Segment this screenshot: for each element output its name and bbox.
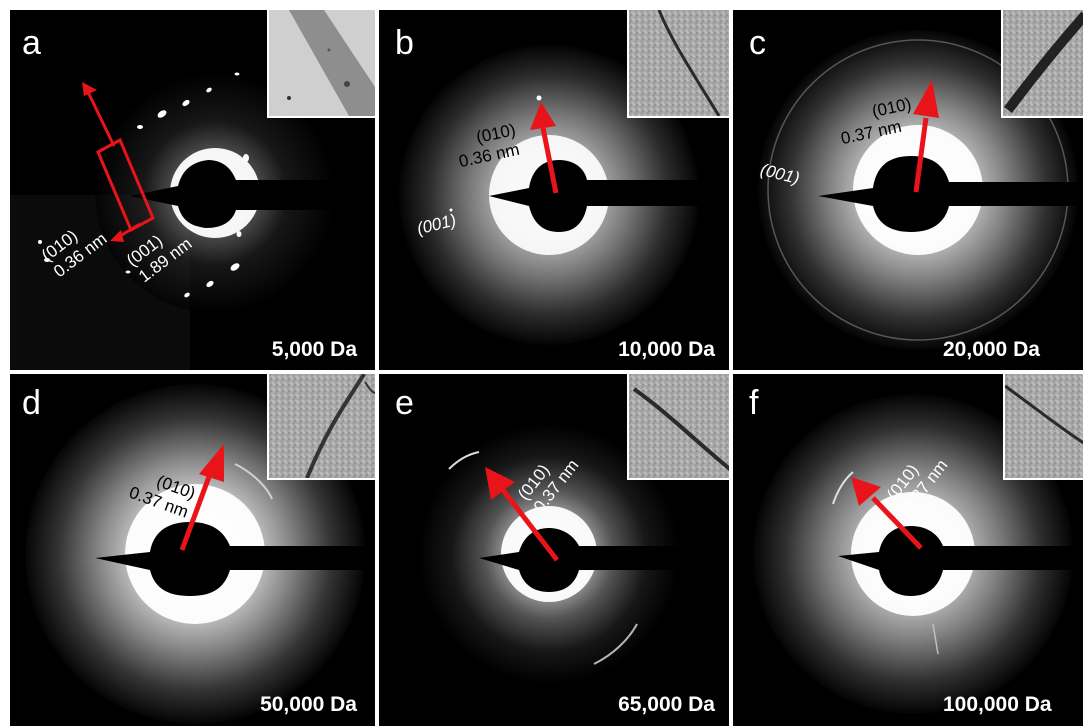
molecular-weight-label: 20,000 Da (943, 338, 1040, 361)
tem-inset-b (627, 10, 729, 118)
tem-inset-e (627, 374, 729, 480)
diffraction-pattern-f (733, 374, 1083, 726)
panel-e: e (010) 0.37 nm 65,000 Da (379, 374, 729, 726)
tem-inset-f (1003, 374, 1083, 480)
molecular-weight-label: 100,000 Da (943, 693, 1052, 716)
diffraction-pattern-d (10, 374, 375, 726)
tem-inset-d (267, 374, 375, 480)
panel-a: a (010) 0.36 nm (001) 1.89 nm 5,000 Da (10, 10, 375, 370)
panel-letter: d (22, 384, 41, 422)
panel-d: d (010) 0.37 nm 50,000 Da (10, 374, 375, 726)
panel-letter: e (395, 384, 414, 422)
panel-letter: b (395, 24, 414, 62)
panel-letter: c (749, 24, 766, 62)
molecular-weight-label: 50,000 Da (260, 693, 357, 716)
panel-letter: a (22, 24, 41, 62)
panel-letter: f (749, 384, 759, 422)
panel-c: c (010) 0.37 nm (001) 20,000 Da (733, 10, 1083, 370)
tem-inset-a (267, 10, 375, 118)
molecular-weight-label: 10,000 Da (618, 338, 715, 361)
molecular-weight-label: 5,000 Da (271, 338, 357, 361)
molecular-weight-label: 65,000 Da (618, 693, 715, 716)
diffraction-pattern-c (733, 10, 1083, 370)
tem-inset-c (1001, 10, 1083, 118)
panel-b: b (010) 0.36 nm (001) 10,000 Da (379, 10, 729, 370)
panel-f: f (010) 0.37 nm 100,000 Da (733, 374, 1083, 726)
